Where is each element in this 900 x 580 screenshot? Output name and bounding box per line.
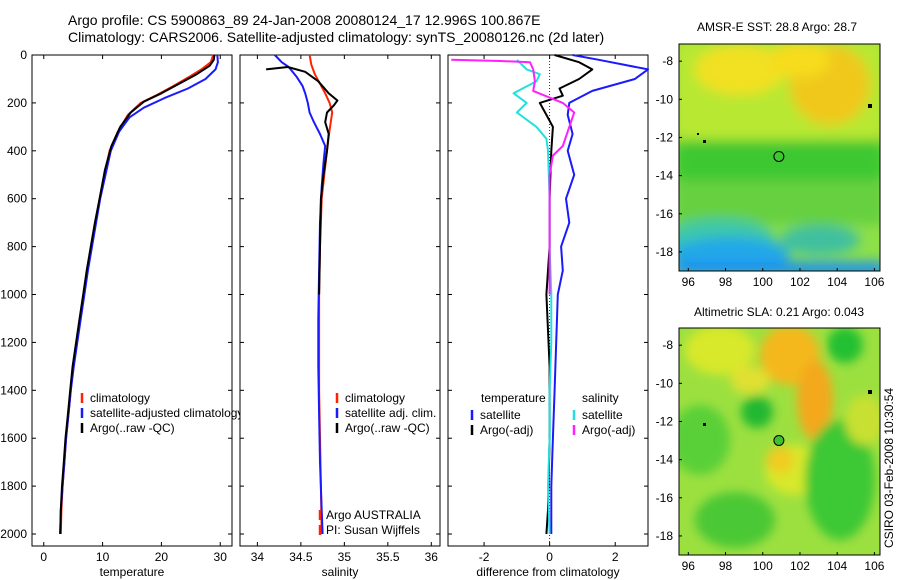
map-sla-xtick-label: 102 bbox=[790, 559, 810, 573]
temperature-ytick-label: 1400 bbox=[0, 383, 27, 397]
temperature-ytick-label: 0 bbox=[20, 48, 27, 62]
map-sla-xtick-label: 106 bbox=[864, 559, 884, 573]
sst-argo-position-marker bbox=[773, 150, 785, 162]
annotation-text: Argo AUSTRALIA bbox=[326, 508, 421, 522]
sst-map-frame bbox=[678, 43, 881, 272]
map-sla-ytick-label: -14 bbox=[656, 453, 674, 467]
difference-series-salinity-satellite bbox=[512, 59, 553, 535]
map-sst-xtick-label: 96 bbox=[682, 275, 696, 289]
temperature-ytick-label: 1000 bbox=[0, 288, 27, 302]
temperature-ytick-label: 1200 bbox=[0, 335, 27, 349]
temperature-xtick-label: 30 bbox=[214, 550, 228, 564]
temperature-legend-label: Argo(..raw -QC) bbox=[90, 421, 175, 435]
map-sst-ytick-label: -10 bbox=[656, 92, 674, 106]
salinity-series-satellite-adj-clim- bbox=[274, 54, 327, 535]
map-sst-ytick-label: -18 bbox=[656, 245, 674, 259]
map-sst-ytick-label: -12 bbox=[656, 130, 674, 144]
salinity-legend-label: satellite adj. clim. bbox=[345, 406, 436, 420]
temperature-profile-panel: 0 200 400 600 800 1000 1200 1400 1600 1800 2000 0 10… bbox=[0, 48, 243, 579]
map-sst-xtick-label: 104 bbox=[827, 275, 847, 289]
sla-argo-position-marker bbox=[773, 434, 785, 446]
temperature-ytick-label: 600 bbox=[7, 192, 27, 206]
difference-legend-label: Argo(-adj) bbox=[480, 423, 533, 437]
salinity-xlabel: salinity bbox=[322, 565, 359, 579]
temperature-xtick-label: 20 bbox=[155, 550, 169, 564]
salinity-series-argo-raw-qc- bbox=[265, 66, 339, 295]
map-sla-ytick-label: -16 bbox=[656, 491, 674, 505]
sst-map: AMSR-E SST: 28.8 Argo: 28.7 96 98 100 1 bbox=[656, 20, 885, 289]
temperature-ytick-label: 400 bbox=[7, 144, 27, 158]
difference-xtick-label: 2 bbox=[612, 550, 619, 564]
map-sla-ytick-label: -10 bbox=[656, 376, 674, 390]
sla-map: Altimetric SLA: 0.21 Argo: 0.043 bbox=[656, 305, 885, 573]
salinity-profile-panel: 34 34.5 35 35.5 36 salinity climatologysatelli… bbox=[239, 54, 441, 579]
salinity-xtick-label: 34.5 bbox=[289, 550, 313, 564]
difference-xlabel: difference from climatology bbox=[476, 565, 619, 579]
difference-legend-label: satellite bbox=[480, 408, 521, 422]
salinity-legend-label: climatology bbox=[345, 391, 405, 405]
map-sst-ytick-label: -16 bbox=[656, 207, 674, 221]
difference-xtick-label: 0 bbox=[546, 550, 553, 564]
map-sst-xtick-label: 106 bbox=[864, 275, 884, 289]
temperature-series-argo-raw-qc- bbox=[59, 54, 216, 535]
temperature-legend-label: satellite-adjusted climatology bbox=[90, 406, 243, 420]
map-sla-ytick-label: -18 bbox=[656, 529, 674, 543]
temperature-ytick-label: 1800 bbox=[0, 479, 27, 493]
sla-map-frame bbox=[678, 327, 881, 556]
map-sla-ytick-label: -12 bbox=[656, 414, 674, 428]
temperature-xtick-label: 10 bbox=[96, 550, 110, 564]
map-sla-xtick-label: 100 bbox=[753, 559, 773, 573]
header-title-line2: Climatology: CARS2006. Satellite-adjuste… bbox=[68, 29, 605, 45]
difference-legend-label: Argo(-adj) bbox=[582, 423, 635, 437]
difference-xtick-label: -2 bbox=[479, 550, 490, 564]
annotation-text: PI: Susan Wijffels bbox=[326, 523, 420, 537]
sst-coast-islands bbox=[697, 104, 872, 143]
salinity-plot-frame bbox=[239, 54, 441, 547]
sst-map-title: AMSR-E SST: 28.8 Argo: 28.7 bbox=[697, 20, 857, 34]
map-sla-ytick-label: -8 bbox=[662, 338, 673, 352]
map-sst-xtick-label: 102 bbox=[790, 275, 810, 289]
salinity-xtick-label: 34 bbox=[251, 550, 265, 564]
temperature-xtick-label: 0 bbox=[40, 550, 47, 564]
csiro-timestamp-label: CSIRO 03-Feb-2008 10:30:54 bbox=[882, 388, 896, 548]
difference-legend-label: satellite bbox=[582, 408, 623, 422]
map-sst-xtick-label: 100 bbox=[753, 275, 773, 289]
temperature-ytick-label: 200 bbox=[7, 96, 27, 110]
temperature-ytick-label: 800 bbox=[7, 240, 27, 254]
map-sla-xtick-label: 96 bbox=[682, 559, 696, 573]
map-sst-ytick-label: -8 bbox=[662, 54, 673, 68]
temperature-ytick-label: 1600 bbox=[0, 431, 27, 445]
salinity-xtick-label: 35 bbox=[338, 550, 352, 564]
map-sst-ytick-label: -14 bbox=[656, 169, 674, 183]
salinity-xtick-label: 35.5 bbox=[376, 550, 400, 564]
difference-series-temperature-satellite bbox=[550, 54, 649, 534]
temperature-plot-frame bbox=[31, 54, 233, 547]
difference-legend-header: temperature bbox=[481, 391, 546, 405]
temperature-ytick-label: 2000 bbox=[0, 527, 27, 541]
salinity-legend-label: Argo(..raw -QC) bbox=[345, 421, 430, 435]
difference-legend-header: salinity bbox=[582, 391, 619, 405]
difference-series-salinity-argo-adj- bbox=[451, 58, 576, 295]
temperature-xlabel: temperature bbox=[100, 565, 165, 579]
map-sst-xtick-label: 98 bbox=[719, 275, 733, 289]
sla-map-title: Altimetric SLA: 0.21 Argo: 0.043 bbox=[694, 305, 864, 319]
header-title-line1: Argo profile: CS 5900863_89 24-Jan-2008 … bbox=[68, 12, 541, 28]
salinity-xtick-label: 36 bbox=[425, 550, 439, 564]
map-sla-xtick-label: 98 bbox=[719, 559, 733, 573]
map-sla-xtick-label: 104 bbox=[827, 559, 847, 573]
sla-coast-islands bbox=[703, 390, 872, 426]
temperature-legend-label: climatology bbox=[90, 391, 150, 405]
